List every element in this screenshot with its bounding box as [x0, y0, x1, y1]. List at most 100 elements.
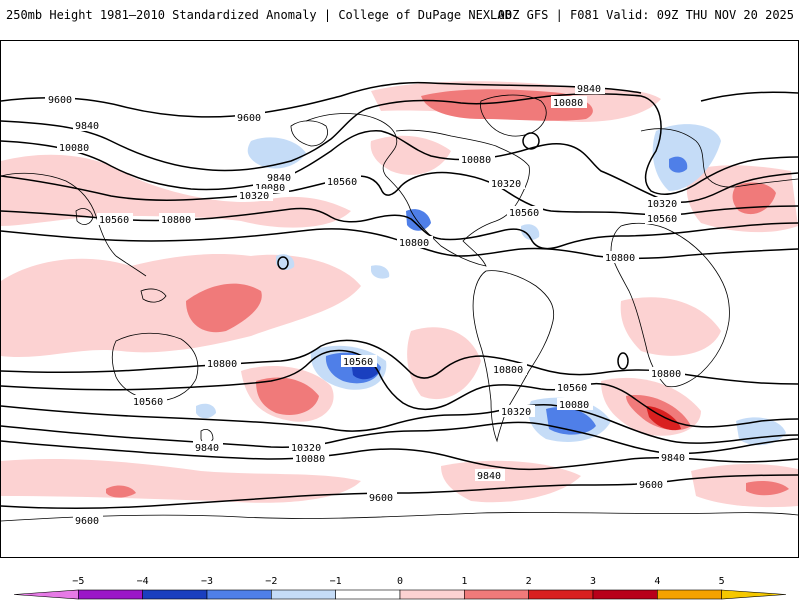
contour-label: 10080: [295, 454, 325, 465]
title-bar: 250mb Height 1981–2010 Standardized Anom…: [0, 0, 800, 30]
contour-label: 10560: [509, 208, 539, 219]
contour-label: 10560: [647, 214, 677, 225]
color-scale-tick-label: −4: [137, 576, 149, 587]
contour-label: 9840: [577, 84, 601, 95]
color-scale-tick-label: 1: [461, 576, 467, 587]
contour-10800-nh: [1, 228, 798, 259]
contour-9600-nh-east: [700, 91, 798, 102]
coastline-indonesia: [140, 288, 167, 303]
pos-anomaly-s-pacific-core: [256, 377, 319, 416]
contour-label: 9600: [237, 113, 261, 124]
contour-10560-sh: [1, 349, 798, 428]
color-scale: −5 −4 −3 −2 −1 0 1 2 3 4 5: [0, 560, 800, 600]
color-scale-tick-label: −5: [72, 576, 84, 587]
contour-10320-nh: [1, 171, 798, 216]
pos-anomaly-s-america: [407, 327, 481, 400]
contour-label: 9600: [48, 95, 72, 106]
contour-closed-hawaii: [277, 256, 289, 270]
color-scale-tick-label: −2: [265, 576, 277, 587]
color-scale-segment: [399, 589, 465, 600]
pos-anomaly-w-pacific: [1, 254, 361, 358]
contour-label: 10320: [491, 179, 521, 190]
contour-label: 10560: [327, 177, 357, 188]
model-run-info: 00Z GFS | F081 Valid: 09Z THU NOV 20 202…: [497, 8, 794, 22]
contour-label: 10800: [207, 359, 237, 370]
pos-anomaly-n-america: [370, 135, 451, 175]
coastline-antarctica: [1, 512, 798, 522]
color-scale-tick-label: −1: [330, 576, 342, 587]
color-scale-segment: [464, 589, 529, 600]
contour-label: 9840: [661, 453, 685, 464]
map-title: 250mb Height 1981–2010 Standardized Anom…: [6, 8, 512, 22]
map-canvas: 9600 9600 9840 9840 9840 10080 10080 100…: [1, 81, 798, 527]
contour-label: 9600: [75, 516, 99, 527]
contour-label: 9600: [639, 480, 663, 491]
color-scale-tick-label: 4: [654, 576, 660, 587]
contour-label: 10080: [59, 143, 89, 154]
color-scale-segment: [528, 589, 594, 600]
neg-anomaly-europe-core: [669, 156, 688, 173]
coastline-australia: [111, 332, 199, 402]
color-scale-segment: [13, 589, 79, 600]
contour-label: 10560: [133, 397, 163, 408]
pos-anomaly-pacific-core: [186, 283, 262, 333]
color-scale-tick-label: 3: [590, 576, 596, 587]
contour-9840-nh: [1, 93, 798, 195]
contour-10320-sh: [1, 404, 798, 444]
contour-label: 9840: [75, 121, 99, 132]
coastline-africa: [610, 222, 730, 388]
pos-anomaly-s-ocean-w: [1, 459, 361, 503]
contour-label: 10560: [99, 215, 129, 226]
coastline-south-america: [472, 270, 555, 443]
color-scale-segments: [13, 589, 787, 600]
contour-label: 9840: [477, 471, 501, 482]
contour-label: 10560: [343, 357, 373, 368]
contour-label: 10080: [461, 155, 491, 166]
contour-label: 10080: [553, 98, 583, 109]
contour-label: 10800: [605, 253, 635, 264]
contour-label: 10800: [399, 238, 429, 249]
color-scale-segment: [271, 589, 336, 600]
color-scale-ticks: −5 −4 −3 −2 −1 0 1 2 3 4 5: [72, 576, 724, 587]
color-scale-svg: −5 −4 −3 −2 −1 0 1 2 3 4 5: [13, 576, 787, 600]
pos-anomaly-s-ocean-core: [746, 481, 789, 496]
coastline-asia: [1, 172, 147, 277]
contour-label: 10320: [291, 443, 321, 454]
pos-anomaly-n-pacific: [1, 154, 351, 228]
neg-anomaly-sw-us: [371, 265, 390, 279]
color-scale-segment: [592, 589, 658, 600]
neg-anomaly-europe-trough: [652, 124, 721, 191]
contour-closed-s-atlantic: [617, 352, 629, 370]
contour-label: 10800: [161, 215, 191, 226]
contour-labels: 9600 9600 9840 9840 9840 10080 10080 100…: [45, 82, 689, 527]
color-scale-segment: [657, 589, 722, 600]
color-scale-tick-label: 0: [397, 576, 403, 587]
contour-label: 10320: [501, 407, 531, 418]
contour-10560-nh: [1, 207, 798, 250]
neg-anomaly-baja: [406, 209, 431, 231]
color-scale-tick-label: 2: [526, 576, 532, 587]
color-scale-tick-label: 5: [719, 576, 725, 587]
contour-9600-nh: [1, 81, 642, 118]
contour-label: 10320: [239, 191, 269, 202]
neg-anomaly-atlantic-w: [521, 224, 540, 240]
anomaly-map: 9600 9600 9840 9840 9840 10080 10080 100…: [0, 40, 799, 558]
color-scale-segment: [142, 589, 208, 600]
coastline-alaska: [290, 120, 328, 147]
color-scale-segment: [206, 589, 272, 600]
pos-anomaly-s-ocean-w-core: [106, 485, 136, 498]
pos-anomaly-greenland-core: [421, 89, 593, 121]
contour-label: 9600: [369, 493, 393, 504]
contour-label: 10800: [493, 365, 523, 376]
contour-label: 9840: [195, 443, 219, 454]
color-scale-segment: [721, 589, 787, 600]
contour-label: 10080: [559, 400, 589, 411]
coastline-europe: [640, 128, 798, 188]
contour-label: 10800: [651, 369, 681, 380]
contour-label: 9840: [267, 173, 291, 184]
contour-label: 10560: [557, 383, 587, 394]
neg-anomaly-s-indian-small: [196, 403, 216, 419]
pos-anomaly-indian: [620, 297, 721, 356]
color-scale-segment: [335, 589, 401, 600]
color-scale-tick-label: −3: [201, 576, 213, 587]
